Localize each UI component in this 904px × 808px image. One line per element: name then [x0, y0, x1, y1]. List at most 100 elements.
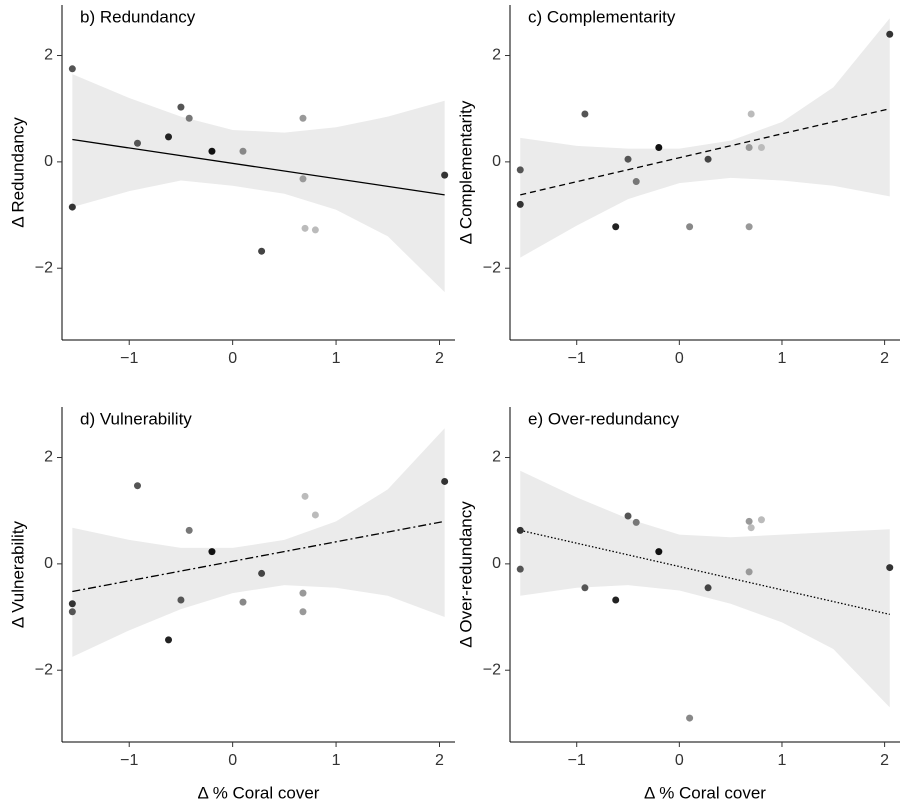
- point: [686, 223, 694, 231]
- x-tick-label: 0: [675, 752, 684, 769]
- point: [516, 526, 524, 534]
- point: [299, 589, 307, 597]
- x-axis-label: Δ % Coral cover: [644, 783, 766, 802]
- point: [239, 147, 247, 155]
- x-tick-label: 1: [332, 350, 341, 367]
- fit-line: [520, 108, 890, 196]
- x-tick-label: 2: [880, 350, 889, 367]
- point: [624, 512, 632, 520]
- point: [258, 569, 266, 577]
- x-tick-label: 0: [228, 752, 237, 769]
- confidence-band: [520, 18, 890, 258]
- y-tick-label: −2: [35, 259, 53, 276]
- point: [311, 226, 319, 234]
- x-tick-label: 0: [675, 350, 684, 367]
- y-tick-label: 2: [44, 47, 53, 64]
- y-tick-label: 0: [44, 153, 53, 170]
- fit-line: [520, 529, 890, 616]
- point: [581, 584, 589, 592]
- point: [311, 511, 319, 519]
- x-tick-label: 2: [435, 752, 444, 769]
- point: [655, 144, 663, 152]
- y-axis-label: Δ Complementarity: [456, 100, 475, 244]
- point: [165, 133, 173, 141]
- y-tick-label: 0: [44, 555, 53, 572]
- point: [299, 114, 307, 122]
- point: [301, 224, 309, 232]
- point: [68, 203, 76, 211]
- point: [747, 524, 755, 532]
- y-axis-label: Δ Vulnerability: [8, 520, 27, 628]
- point: [239, 598, 247, 606]
- point: [686, 714, 694, 722]
- y-tick-label: 0: [492, 555, 501, 572]
- point: [177, 103, 185, 111]
- point: [68, 608, 76, 616]
- point: [581, 110, 589, 118]
- y-tick-label: 2: [492, 47, 501, 64]
- point: [441, 171, 449, 179]
- point: [133, 482, 141, 490]
- x-tick-label: 1: [778, 752, 787, 769]
- y-tick-label: 2: [44, 449, 53, 466]
- confidence-band: [72, 428, 445, 657]
- point: [208, 147, 216, 155]
- x-tick-label: −1: [120, 752, 138, 769]
- x-tick-label: 2: [435, 350, 444, 367]
- x-tick-label: 1: [332, 752, 341, 769]
- point: [747, 110, 755, 118]
- point: [185, 114, 193, 122]
- x-tick-label: −1: [120, 350, 138, 367]
- point: [745, 223, 753, 231]
- x-tick-label: −1: [568, 350, 586, 367]
- point: [299, 175, 307, 183]
- point: [704, 584, 712, 592]
- point: [208, 548, 216, 556]
- point: [68, 65, 76, 73]
- y-tick-label: −2: [483, 661, 501, 678]
- point: [745, 144, 753, 152]
- point: [68, 600, 76, 608]
- x-tick-label: 1: [778, 350, 787, 367]
- point: [441, 477, 449, 485]
- point: [745, 517, 753, 525]
- point: [886, 30, 894, 38]
- point: [177, 596, 185, 604]
- point: [299, 608, 307, 616]
- point: [632, 518, 640, 526]
- y-tick-label: 0: [492, 153, 501, 170]
- point: [516, 166, 524, 174]
- y-tick-label: −2: [483, 259, 501, 276]
- point: [258, 247, 266, 255]
- point: [704, 155, 712, 163]
- fit-line: [72, 520, 445, 593]
- panel-title: d) Vulnerability: [80, 409, 192, 428]
- point: [612, 223, 620, 231]
- panel-title: c) Complementarity: [528, 7, 676, 26]
- point: [185, 526, 193, 534]
- y-tick-label: 2: [492, 449, 501, 466]
- panel-title: e) Over-redundancy: [528, 409, 680, 428]
- fit-line: [72, 138, 445, 196]
- point: [886, 564, 894, 572]
- point: [133, 139, 141, 147]
- confidence-band: [72, 74, 445, 293]
- x-axis-label: Δ % Coral cover: [198, 783, 320, 802]
- point: [632, 178, 640, 186]
- panel-title: b) Redundancy: [80, 7, 196, 26]
- y-axis-label: Δ Over-redundancy: [456, 501, 475, 648]
- point: [757, 516, 765, 524]
- y-tick-label: −2: [35, 661, 53, 678]
- point: [745, 568, 753, 576]
- point: [624, 155, 632, 163]
- point: [655, 548, 663, 556]
- point: [301, 492, 309, 500]
- point: [612, 596, 620, 604]
- y-axis-label: Δ Redundancy: [8, 117, 27, 228]
- point: [757, 144, 765, 152]
- x-tick-label: −1: [568, 752, 586, 769]
- point: [516, 200, 524, 208]
- x-tick-label: 2: [880, 752, 889, 769]
- point: [516, 565, 524, 573]
